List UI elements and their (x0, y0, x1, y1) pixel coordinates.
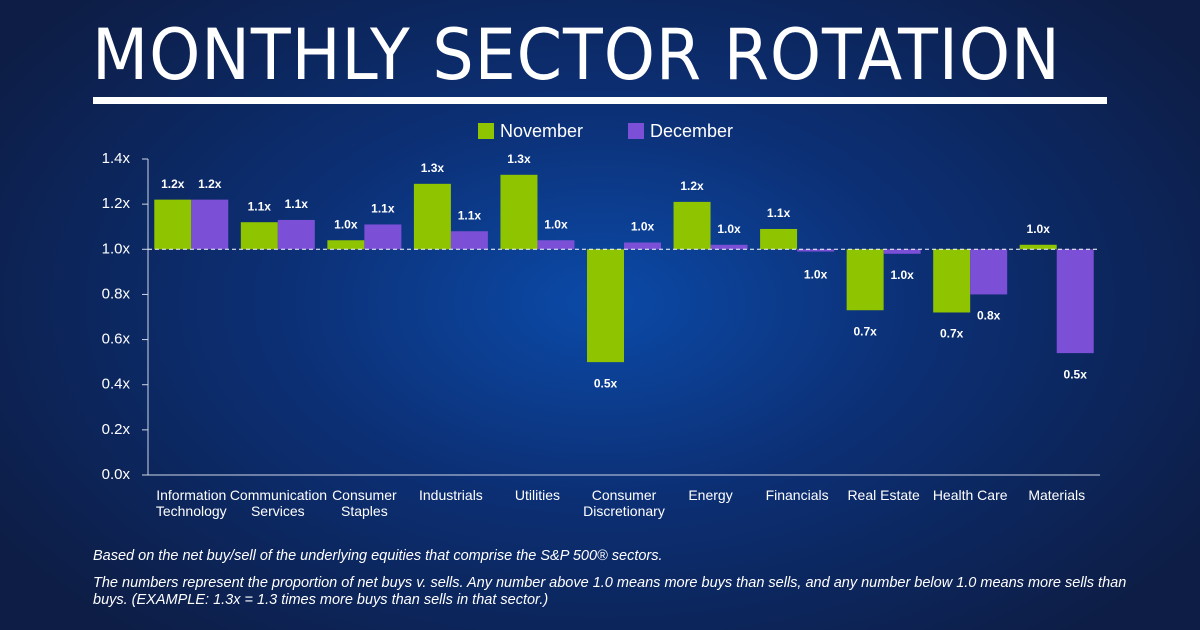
bar (191, 199, 229, 250)
bar (846, 249, 884, 311)
value-label: 0.5x (1064, 367, 1088, 381)
y-tick-label: 1.4x (102, 150, 131, 167)
bar (277, 219, 315, 250)
value-label: 1.2x (198, 177, 222, 191)
y-tick-label: 1.2x (102, 195, 131, 212)
x-tick-label: Utilities (514, 487, 561, 503)
value-label: 1.2x (680, 179, 704, 193)
value-label: 1.1x (458, 208, 482, 222)
y-tick-label: 0.8x (102, 285, 131, 302)
x-tick-label: Information Technology (155, 487, 227, 519)
value-label: 1.0x (890, 268, 914, 282)
x-tick-label: Materials (1028, 487, 1086, 503)
bar (450, 231, 488, 250)
bar (673, 201, 711, 250)
y-tick-label: 0.2x (102, 421, 131, 438)
legend-swatch (628, 123, 644, 139)
x-tick-label: Health Care (932, 487, 1008, 503)
bar (760, 228, 798, 250)
bar (710, 244, 748, 250)
x-tick-label: Financials (765, 487, 829, 503)
bar (624, 242, 661, 250)
bar (1056, 249, 1094, 354)
x-tick-label: Consumer Discretionary (583, 487, 665, 519)
value-label: 1.0x (544, 217, 568, 231)
value-label: 1.3x (507, 152, 531, 166)
value-label: 1.1x (767, 206, 791, 220)
value-label: 1.3x (421, 161, 445, 175)
bar (154, 199, 192, 250)
value-label: 0.7x (853, 324, 877, 338)
value-label: 1.0x (631, 220, 655, 234)
value-label: 0.7x (940, 327, 964, 341)
legend-label: December (650, 121, 733, 141)
bar (537, 240, 575, 250)
bar (933, 249, 971, 313)
value-label: 1.0x (1027, 222, 1051, 236)
legend-label: November (500, 121, 583, 141)
chart-title: MONTHLY SECTOR ROTATION (92, 14, 1061, 96)
bar (587, 249, 624, 363)
value-label: 1.0x (717, 222, 741, 236)
bar (364, 224, 402, 250)
bar (500, 174, 538, 250)
x-tick-label: Communication Services (229, 487, 328, 519)
x-tick-label: Energy (688, 487, 733, 503)
bar (413, 183, 451, 250)
value-label: 1.1x (371, 202, 395, 216)
bar (797, 249, 835, 252)
value-label: 1.0x (804, 267, 828, 281)
x-tick-label: Real Estate (847, 487, 920, 503)
value-label: 0.8x (977, 309, 1001, 323)
x-tick-label: Industrials (419, 487, 483, 503)
bar (970, 249, 1008, 295)
value-label: 0.5x (594, 376, 618, 390)
title-rule (93, 97, 1107, 104)
value-label: 1.2x (161, 177, 185, 191)
y-tick-label: 0.0x (102, 466, 131, 483)
y-tick-label: 1.0x (102, 240, 131, 257)
y-tick-label: 0.6x (102, 331, 131, 348)
y-tick-label: 0.4x (102, 376, 131, 393)
legend-swatch (478, 123, 494, 139)
footnote: Based on the net buy/sell of the underly… (93, 548, 663, 564)
footnote: The numbers represent the proportion of … (93, 575, 1127, 608)
x-tick-label: Consumer Staples (332, 487, 397, 519)
bar (883, 249, 921, 254)
bar (1019, 244, 1057, 250)
value-label: 1.0x (334, 217, 358, 231)
value-label: 1.1x (248, 199, 272, 213)
bar (240, 222, 278, 250)
bar (327, 240, 365, 250)
value-label: 1.1x (285, 197, 309, 211)
